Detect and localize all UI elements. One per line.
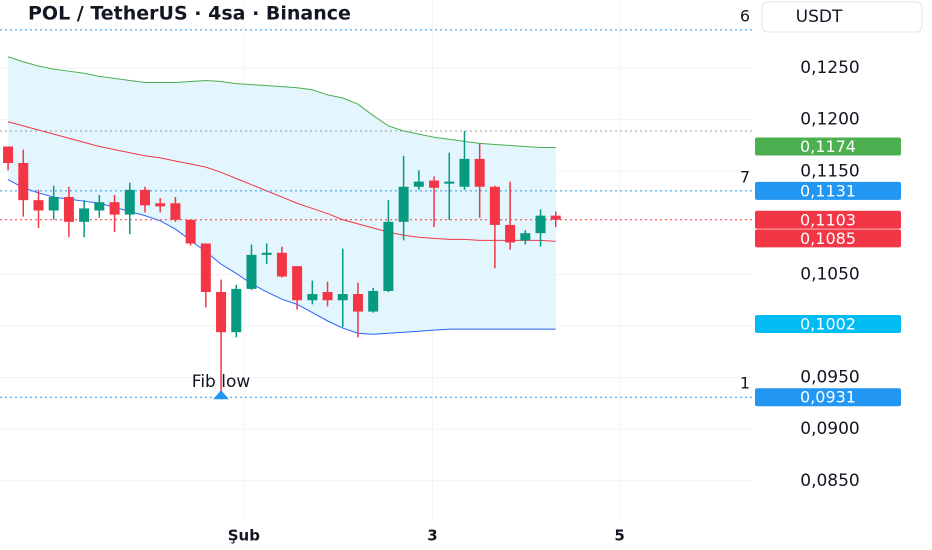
candle-body (231, 288, 242, 333)
x-tick-label: Şub (228, 527, 260, 545)
y-tick-label: 0,1250 (800, 58, 859, 78)
candle-body (550, 215, 561, 220)
candle-body (276, 252, 287, 277)
y-tick-label: 0,1200 (800, 110, 859, 130)
price-badge (755, 181, 901, 200)
chart-title: POL / TetherUS · 4sa · Binance (28, 3, 351, 25)
candle-body (124, 189, 135, 215)
candle-body (170, 203, 181, 220)
candle-body (94, 202, 105, 211)
candle-body (352, 294, 363, 312)
candle-body (383, 221, 394, 291)
candle-body (474, 158, 485, 187)
price-badge-label: 0,1103 (800, 210, 856, 229)
candle-body (216, 291, 227, 333)
annotation: Fib low (192, 372, 251, 392)
fib-marker (213, 390, 230, 400)
candle-body (413, 181, 424, 187)
candle-body (139, 189, 150, 206)
candle-body (307, 294, 318, 301)
x-tick-label: 5 (614, 527, 624, 545)
plot-area: Fib low (0, 0, 752, 520)
candle-body (337, 294, 348, 301)
candle-body (261, 252, 272, 255)
band-line (7, 121, 556, 242)
fib-label: 7 (740, 167, 750, 186)
candle-body (48, 197, 59, 211)
price-badge-label: 0,1174 (800, 137, 856, 156)
price-badge (755, 229, 901, 248)
price-badge (755, 210, 901, 229)
currency-button[interactable] (761, 1, 923, 33)
candle-body (489, 186, 500, 225)
fib-label: 1 (740, 374, 750, 393)
y-tick-label: 0,1150 (800, 161, 859, 181)
candle-body (155, 203, 166, 207)
price-badge-label: 0,1131 (800, 181, 856, 200)
candle-body (109, 202, 120, 215)
price-badge-label: 0,1085 (800, 229, 856, 248)
candle-body (79, 208, 90, 222)
y-tick-label: 0,1050 (800, 264, 859, 284)
candle-body (246, 254, 257, 289)
price-badge-label: 0,0931 (800, 388, 856, 407)
x-tick-label: 3 (427, 527, 437, 545)
y-tick-label: 0,0850 (800, 471, 859, 491)
candle-body (3, 146, 14, 164)
price-badge (755, 314, 901, 333)
candle-body (398, 186, 409, 222)
candle-body (429, 180, 440, 188)
candle-body (63, 197, 74, 222)
candle-body (368, 290, 379, 312)
candle-body (459, 158, 470, 187)
candle-body (505, 224, 516, 243)
candle-body (18, 163, 29, 201)
candle-body (292, 266, 303, 301)
price-badge-label: 0,1002 (800, 314, 856, 333)
fib-label: 6 (740, 6, 750, 25)
y-tick-label: 0,0900 (800, 419, 859, 439)
band-fill (8, 56, 556, 335)
candle-body (535, 215, 546, 234)
candle-body (322, 291, 333, 301)
candle-body (33, 200, 44, 211)
candle-body (520, 233, 531, 241)
price-badge (755, 137, 901, 156)
price-badge (755, 388, 901, 407)
candle-body (200, 243, 211, 292)
y-tick-label: 0,0950 (800, 368, 859, 388)
currency-label[interactable]: USDT (796, 7, 843, 27)
candle-body (185, 219, 196, 244)
candle-body (444, 181, 455, 184)
